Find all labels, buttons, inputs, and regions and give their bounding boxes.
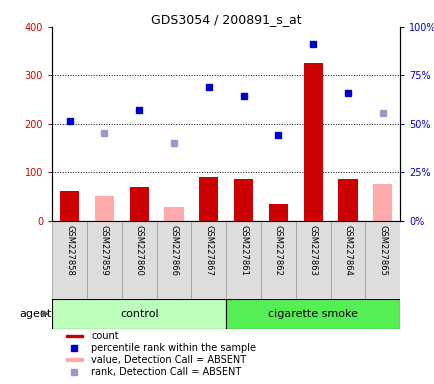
Bar (365, 221, 399, 299)
Bar (191, 221, 226, 299)
Bar (226, 299, 399, 329)
Text: percentile rank within the sample: percentile rank within the sample (91, 343, 256, 353)
Bar (156, 221, 191, 299)
Bar (330, 221, 365, 299)
Text: GSM227860: GSM227860 (135, 225, 143, 276)
Title: GDS3054 / 200891_s_at: GDS3054 / 200891_s_at (151, 13, 301, 26)
Bar (199, 177, 218, 221)
Text: GSM227867: GSM227867 (204, 225, 213, 276)
Bar (338, 179, 357, 221)
Text: agent: agent (20, 309, 52, 319)
Bar (87, 221, 122, 299)
Text: rank, Detection Call = ABSENT: rank, Detection Call = ABSENT (91, 367, 241, 377)
Bar (295, 221, 330, 299)
Text: GSM227864: GSM227864 (343, 225, 352, 276)
Bar (52, 221, 87, 299)
Text: GSM227859: GSM227859 (100, 225, 108, 276)
Bar (164, 207, 183, 221)
Bar (233, 179, 253, 221)
Bar (260, 221, 295, 299)
Bar (60, 191, 79, 221)
Bar (226, 221, 260, 299)
Bar (66, 358, 82, 361)
Bar (95, 196, 114, 221)
Bar (122, 221, 156, 299)
Bar (129, 187, 148, 221)
Bar (372, 184, 391, 221)
Bar (268, 204, 287, 221)
Text: GSM227861: GSM227861 (239, 225, 247, 276)
Bar (66, 334, 82, 338)
Text: cigarette smoke: cigarette smoke (268, 309, 357, 319)
Text: control: control (120, 309, 158, 319)
Text: GSM227862: GSM227862 (273, 225, 282, 276)
Bar (303, 63, 322, 221)
Bar (52, 299, 226, 329)
Text: GSM227863: GSM227863 (308, 225, 317, 276)
Text: GSM227858: GSM227858 (65, 225, 74, 276)
Text: count: count (91, 331, 118, 341)
Text: GSM227866: GSM227866 (169, 225, 178, 276)
Text: value, Detection Call = ABSENT: value, Detection Call = ABSENT (91, 355, 246, 365)
Text: GSM227865: GSM227865 (378, 225, 386, 276)
